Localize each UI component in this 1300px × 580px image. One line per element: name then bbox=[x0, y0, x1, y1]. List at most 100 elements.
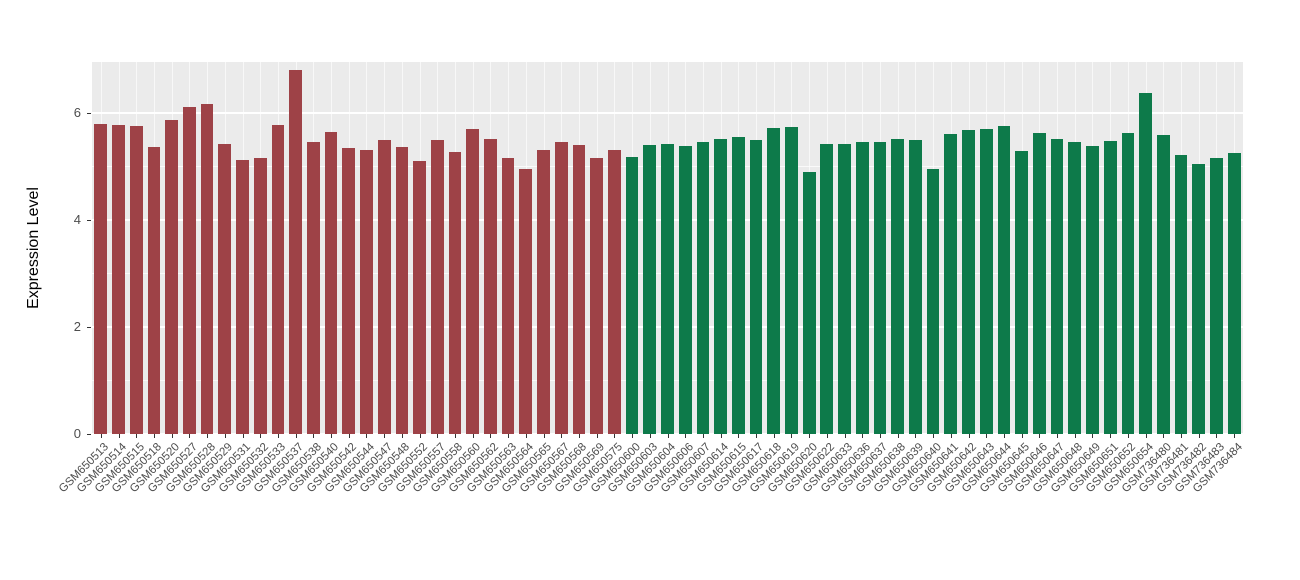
bar bbox=[979, 128, 993, 434]
x-tick-mark bbox=[862, 434, 864, 438]
bar bbox=[1227, 152, 1241, 434]
x-tick-mark bbox=[791, 434, 793, 438]
x-tick-mark bbox=[879, 434, 881, 438]
x-tick-mark bbox=[809, 434, 811, 438]
bar bbox=[271, 124, 285, 434]
x-tick-mark bbox=[100, 434, 102, 438]
x-tick-mark bbox=[348, 434, 350, 438]
x-tick-mark bbox=[1234, 434, 1236, 438]
x-tick-mark bbox=[490, 434, 492, 438]
bar bbox=[661, 143, 674, 434]
x-tick-mark bbox=[1074, 434, 1076, 438]
x-tick-mark bbox=[844, 434, 846, 438]
x-tick-mark bbox=[136, 434, 138, 438]
x-tick-mark bbox=[1181, 434, 1183, 438]
bar bbox=[1086, 146, 1099, 434]
x-tick-mark bbox=[968, 434, 970, 438]
x-tick-mark bbox=[525, 434, 527, 438]
bar bbox=[377, 139, 391, 434]
bar bbox=[129, 126, 143, 434]
bar bbox=[1192, 163, 1206, 434]
x-tick-mark bbox=[1163, 434, 1165, 438]
bar bbox=[554, 142, 568, 434]
bar bbox=[1174, 154, 1188, 434]
bar bbox=[962, 129, 975, 434]
x-tick-mark bbox=[1003, 434, 1005, 438]
bar bbox=[183, 107, 196, 434]
x-tick-mark bbox=[1110, 434, 1112, 438]
x-tick-mark bbox=[720, 434, 722, 438]
x-tick-mark bbox=[561, 434, 563, 438]
x-tick-mark bbox=[189, 434, 191, 438]
y-tick-label: 0 bbox=[73, 426, 81, 441]
bar bbox=[1121, 133, 1135, 434]
bar bbox=[342, 147, 356, 434]
x-tick-mark bbox=[401, 434, 403, 438]
bar bbox=[1103, 140, 1117, 434]
bar bbox=[820, 143, 834, 434]
bar bbox=[1210, 158, 1223, 434]
bar bbox=[218, 143, 232, 434]
x-tick-mark bbox=[685, 434, 687, 438]
bar bbox=[590, 158, 604, 434]
bar bbox=[94, 123, 108, 434]
bar bbox=[112, 125, 125, 434]
y-tick-label: 2 bbox=[73, 318, 81, 334]
bar bbox=[1156, 135, 1170, 434]
x-tick-mark bbox=[153, 434, 155, 438]
y-tick-mark bbox=[87, 219, 91, 221]
x-tick-mark bbox=[1127, 434, 1129, 438]
x-tick-mark bbox=[1216, 434, 1218, 438]
y-tick-mark bbox=[87, 326, 91, 328]
bar bbox=[891, 138, 905, 434]
x-tick-mark bbox=[331, 434, 333, 438]
x-tick-mark bbox=[455, 434, 456, 438]
bar bbox=[572, 144, 586, 434]
bar bbox=[484, 138, 497, 434]
bar bbox=[430, 139, 444, 434]
x-tick-mark bbox=[596, 434, 598, 438]
bar bbox=[873, 141, 887, 434]
x-tick-mark bbox=[1021, 434, 1023, 438]
bar bbox=[1015, 151, 1028, 434]
bar bbox=[714, 138, 727, 434]
bar bbox=[324, 131, 338, 434]
x-tick-mark bbox=[773, 434, 775, 438]
bar bbox=[413, 161, 426, 434]
bar bbox=[165, 119, 179, 434]
bar bbox=[253, 157, 267, 434]
x-tick-mark bbox=[295, 434, 297, 438]
bar bbox=[678, 146, 692, 434]
x-tick-mark bbox=[543, 434, 545, 438]
bar bbox=[501, 158, 515, 434]
bar bbox=[944, 134, 958, 434]
x-tick-mark bbox=[986, 434, 988, 438]
bar bbox=[360, 150, 373, 434]
y-axis-title: Expression Level bbox=[25, 187, 42, 309]
bar bbox=[200, 104, 214, 434]
x-tick-mark bbox=[207, 434, 209, 438]
x-tick-mark bbox=[508, 434, 510, 438]
bar bbox=[537, 150, 550, 434]
x-tick-mark bbox=[632, 434, 634, 438]
bar bbox=[1139, 92, 1152, 434]
x-tick-mark bbox=[171, 434, 173, 438]
x-tick-mark bbox=[366, 434, 368, 438]
x-tick-mark bbox=[614, 434, 616, 438]
x-tick-mark bbox=[649, 434, 651, 438]
bar bbox=[395, 147, 409, 434]
x-tick-mark bbox=[1198, 434, 1200, 438]
bar bbox=[696, 142, 710, 434]
x-tick-mark bbox=[419, 434, 421, 438]
x-tick-mark bbox=[756, 434, 758, 438]
x-tick-mark bbox=[260, 434, 262, 438]
y-tick-mark bbox=[87, 112, 91, 114]
bar bbox=[608, 150, 621, 434]
x-tick-mark bbox=[1092, 434, 1094, 438]
bar bbox=[625, 156, 639, 434]
x-tick-mark bbox=[702, 434, 704, 438]
y-tick-mark bbox=[87, 434, 91, 435]
y-tick-label: 6 bbox=[73, 104, 81, 120]
x-tick-mark bbox=[897, 434, 899, 438]
bar bbox=[785, 126, 798, 434]
